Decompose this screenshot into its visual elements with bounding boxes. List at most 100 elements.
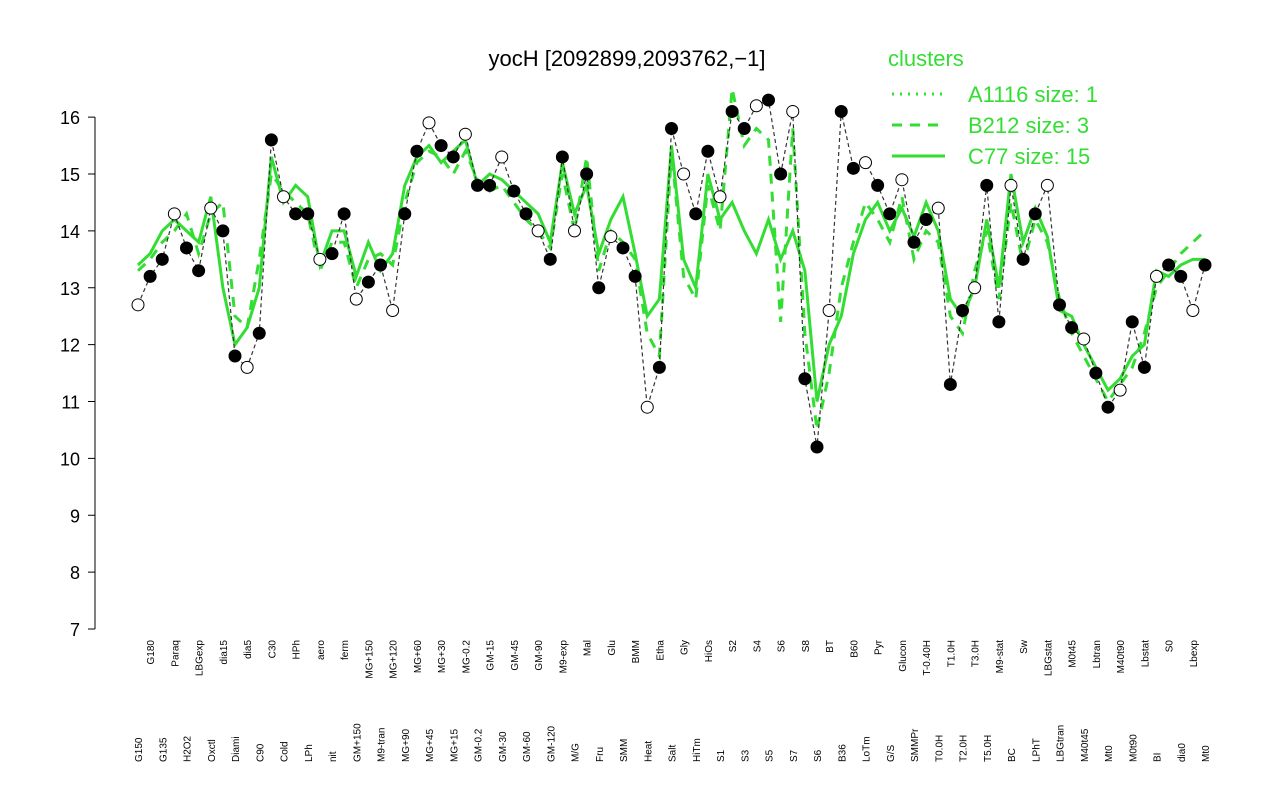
data-point bbox=[313, 252, 327, 266]
x-tick-label: Fru bbox=[595, 747, 606, 762]
data-point bbox=[798, 372, 812, 386]
data-point bbox=[701, 144, 715, 158]
x-tick-label: T-0.40H bbox=[922, 640, 933, 676]
x-tick-label: Salt bbox=[668, 745, 679, 762]
x-tick-label: BT bbox=[825, 640, 836, 653]
data-point bbox=[410, 144, 424, 158]
x-tick-label: LPhT bbox=[1031, 738, 1042, 762]
x-tick-label: Diami bbox=[231, 736, 242, 762]
data-point bbox=[167, 207, 181, 221]
data-point bbox=[859, 156, 872, 170]
y-tick-label: 9 bbox=[70, 506, 80, 526]
data-point bbox=[495, 150, 509, 164]
data-point bbox=[1162, 258, 1176, 272]
legend-title: clusters bbox=[888, 46, 964, 71]
data-point bbox=[1101, 400, 1115, 414]
x-tick-label: BI bbox=[1153, 753, 1164, 762]
data-point bbox=[204, 201, 218, 215]
data-point bbox=[1004, 178, 1018, 192]
data-point bbox=[458, 127, 472, 141]
x-tick-label: HiTm bbox=[692, 738, 703, 762]
y-tick-label: 14 bbox=[60, 222, 80, 242]
x-tick-label: BC bbox=[1007, 748, 1018, 762]
x-tick-label: MG+60 bbox=[413, 640, 424, 674]
data-point bbox=[1053, 298, 1066, 312]
x-tick-label: G/S bbox=[886, 744, 897, 762]
x-tick-label: T5.0H bbox=[983, 735, 994, 762]
data-point bbox=[919, 213, 933, 226]
data-point bbox=[192, 264, 206, 278]
x-tick-label: S3 bbox=[740, 749, 751, 762]
x-tick-label: S6 bbox=[813, 749, 824, 762]
data-point bbox=[155, 252, 169, 266]
data-point bbox=[1186, 304, 1200, 317]
data-point bbox=[228, 349, 242, 363]
x-tick-label: LBGtran bbox=[1056, 725, 1067, 762]
x-tick-label: M40t45 bbox=[1080, 728, 1091, 762]
data-point bbox=[652, 360, 666, 374]
x-tick-label: MG+120 bbox=[389, 640, 400, 679]
data-point bbox=[471, 178, 484, 192]
x-tick-label: MG+150 bbox=[364, 640, 375, 679]
data-point bbox=[737, 122, 751, 135]
x-tick-label: T3.0H bbox=[971, 640, 982, 667]
x-tick-label: S7 bbox=[789, 749, 800, 762]
data-point bbox=[725, 104, 739, 118]
data-point bbox=[677, 167, 691, 181]
x-tick-label: T2.0H bbox=[959, 735, 970, 762]
data-point bbox=[374, 258, 387, 272]
x-tick-label: GM+150 bbox=[352, 723, 363, 762]
x-tick-label: LPh bbox=[304, 744, 315, 762]
x-tick-label: B36 bbox=[837, 744, 848, 762]
x-tick-label: S6 bbox=[777, 640, 788, 653]
y-tick-label: 12 bbox=[60, 336, 80, 356]
data-point bbox=[883, 207, 897, 221]
x-tick-label: Lbstat bbox=[1140, 640, 1151, 667]
x-tick-label: dia15 bbox=[219, 640, 230, 665]
x-tick-label: Mt0 bbox=[1104, 745, 1115, 762]
x-tick-label: S1 bbox=[716, 749, 727, 762]
x-tick-label: GM-60 bbox=[522, 731, 533, 762]
x-tick-label: Lbtran bbox=[1092, 640, 1103, 668]
x-tick-label: MG-0.2 bbox=[461, 640, 472, 674]
data-point bbox=[871, 178, 885, 192]
data-point bbox=[980, 178, 994, 192]
data-point bbox=[543, 252, 557, 266]
x-tick-label: Sw bbox=[1019, 639, 1030, 654]
data-point bbox=[1137, 360, 1151, 374]
data-point bbox=[398, 207, 412, 221]
data-point bbox=[555, 150, 569, 164]
data-point bbox=[931, 201, 945, 215]
x-tick-label: Mt0 bbox=[1201, 745, 1212, 762]
data-point bbox=[1198, 258, 1212, 272]
x-tick-label: LBGexp bbox=[195, 640, 206, 677]
x-tick-label: ferm bbox=[340, 640, 351, 660]
x-tick-label: MG+45 bbox=[425, 728, 436, 762]
data-point bbox=[943, 377, 957, 391]
x-tick-label: Heat bbox=[643, 741, 654, 762]
x-tick-label: Pyr bbox=[874, 639, 885, 655]
x-tick-label: HPh bbox=[292, 640, 303, 659]
data-point bbox=[689, 207, 703, 221]
data-point bbox=[713, 190, 727, 204]
x-tick-label: BMM bbox=[631, 640, 642, 663]
x-tick-label: M9-exp bbox=[558, 640, 569, 674]
x-tick-label: Gly bbox=[680, 640, 691, 655]
x-tick-label: M9-stat bbox=[995, 640, 1006, 674]
data-point bbox=[749, 99, 763, 113]
x-tick-label: Paraq bbox=[170, 640, 181, 667]
data-point bbox=[1089, 366, 1103, 380]
data-point bbox=[762, 93, 775, 107]
data-point bbox=[277, 190, 290, 204]
x-tick-label: MG+90 bbox=[401, 728, 412, 762]
y-tick-label: 8 bbox=[70, 563, 80, 583]
series-line bbox=[136, 137, 1205, 402]
x-tick-label: S4 bbox=[752, 640, 763, 653]
data-point bbox=[446, 150, 460, 164]
x-tick-label: S8 bbox=[801, 640, 812, 653]
data-point bbox=[774, 167, 788, 181]
x-tick-label: Glu bbox=[607, 640, 618, 656]
x-tick-label: Glucon bbox=[898, 640, 909, 672]
x-tick-label: MG+15 bbox=[449, 728, 460, 762]
